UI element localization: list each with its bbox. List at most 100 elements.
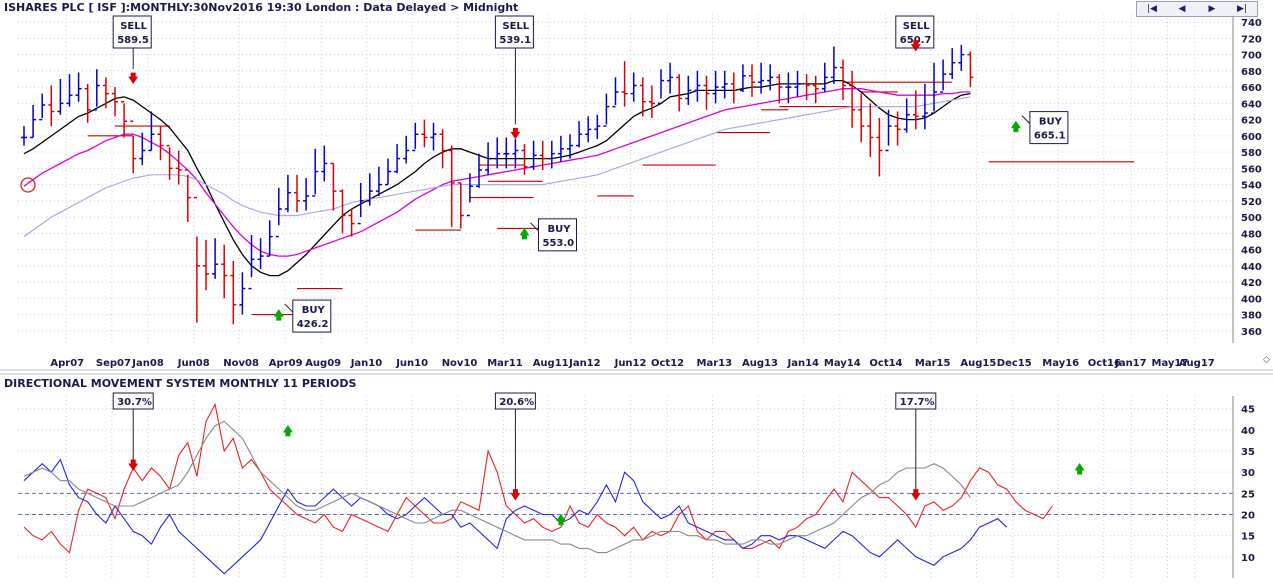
x-tick-label: Jun10 — [395, 358, 428, 369]
sell-label: SELL — [502, 21, 529, 32]
x-tick-label: Oct12 — [651, 358, 684, 369]
price-tick-label: 700 — [1241, 51, 1262, 62]
x-tick-label: Mar11 — [487, 358, 523, 369]
ma-long-line — [23, 96, 971, 238]
chart-title: ISHARES PLC [ ISF ]:MONTHLY:30Nov2016 19… — [4, 1, 518, 14]
x-tick-label: May14 — [824, 358, 861, 369]
x-tick-label: Aug17 — [1179, 358, 1215, 369]
prev-icon[interactable]: ◀ — [1178, 4, 1186, 14]
x-tick-label: Aug13 — [742, 358, 778, 369]
dms-title: DIRECTIONAL MOVEMENT SYSTEM MONTHLY 11 P… — [4, 377, 356, 390]
x-tick-label: Jan12 — [568, 358, 601, 369]
buy-box — [292, 299, 332, 333]
buy-label: BUY — [302, 305, 326, 316]
price-tick-label: 560 — [1241, 164, 1262, 175]
buy-leader-line — [1021, 115, 1031, 124]
x-tick-label: Jan14 — [787, 358, 820, 369]
price-tick-label: 720 — [1241, 34, 1262, 45]
dms-lines — [23, 402, 1053, 575]
x-tick-label: Jan10 — [350, 358, 383, 369]
price-tick-label: 600 — [1241, 132, 1262, 143]
sell-arrow-icon — [128, 72, 139, 85]
dms-tick-label: 20 — [1241, 511, 1255, 522]
x-tick-label: Jun12 — [614, 358, 647, 369]
price-tick-label: 620 — [1241, 116, 1262, 127]
dms-sell-arrow-icon — [128, 459, 139, 471]
x-tick-label: Aug15 — [960, 358, 996, 369]
x-tick-label: Oct16 — [1088, 358, 1121, 369]
x-tick-label: Oct14 — [869, 358, 902, 369]
dms-adx-line — [23, 420, 971, 554]
last-page-icon[interactable]: ▶| — [1237, 4, 1247, 14]
x-tick-label: Aug09 — [305, 358, 341, 369]
price-annotations: SELL589.5SELL539.1SELL650.7BUY426.2BUY55… — [112, 15, 1069, 333]
buy-leader-line — [284, 303, 294, 313]
zoom-scroll-icon[interactable]: ◇ — [1263, 355, 1270, 365]
dms-tick-label: 25 — [1241, 489, 1255, 500]
dms-minus-di-line — [23, 458, 1008, 575]
buy-leader-line — [530, 222, 539, 232]
dms-grid: 10 15 20 25 30 35 40 45 — [18, 396, 1255, 578]
dms-value-label: 17.7% — [900, 397, 935, 408]
dms-tick-label: 35 — [1241, 447, 1255, 458]
x-tick-label: Jan17 — [1114, 358, 1147, 369]
dms-value-box — [494, 392, 536, 410]
sell-price-label: 539.1 — [499, 35, 531, 46]
buy-price-label: 553.0 — [543, 238, 575, 249]
x-tick-label: Dec15 — [997, 358, 1032, 369]
x-tick-label: Jun08 — [177, 358, 210, 369]
x-tick-label: Apr09 — [269, 358, 303, 369]
dms-buy-arrow-icon — [1074, 463, 1085, 475]
dms-value-box — [112, 392, 154, 410]
dms-tick-label: 40 — [1241, 426, 1255, 437]
sell-arrow-icon — [910, 40, 921, 52]
x-tick-label: Jan08 — [131, 358, 164, 369]
x-tick-label: Aug11 — [533, 358, 569, 369]
price-tick-label: 640 — [1241, 99, 1262, 110]
dms-sell-arrow-icon — [910, 489, 921, 501]
navigation-controls: |◀ ◀ ▶ ▶| — [1136, 1, 1258, 17]
price-tick-label: 460 — [1241, 246, 1262, 257]
price-tick-label: 540 — [1241, 181, 1262, 192]
price-tick-label: 680 — [1241, 67, 1262, 78]
buy-arrow-icon — [273, 309, 284, 321]
price-tick-label: 660 — [1241, 83, 1262, 94]
dms-annotations: 30.7% 20.6% 17.7% — [112, 392, 1085, 526]
dms-tick-label: 10 — [1241, 553, 1255, 564]
price-tick-label: 440 — [1241, 262, 1262, 273]
x-tick-label: Nov10 — [442, 358, 478, 369]
price-tick-label: 480 — [1241, 229, 1262, 240]
sell-label: SELL — [120, 21, 147, 32]
dms-buy-arrow-icon — [555, 513, 566, 526]
buy-box — [538, 218, 577, 252]
sell-price-label: 589.5 — [117, 35, 149, 46]
x-tick-label: Apr07 — [50, 358, 84, 369]
x-tick-label: Mar15 — [915, 358, 951, 369]
price-tick-label: 420 — [1241, 278, 1262, 289]
price-tick-label: 400 — [1241, 294, 1262, 305]
dms-value-label: 30.7% — [117, 397, 152, 408]
dms-tick-label: 30 — [1241, 468, 1255, 479]
sell-box — [494, 15, 534, 49]
buy-price-label: 665.1 — [1034, 131, 1066, 142]
x-tick-label: May17 — [1152, 358, 1189, 369]
dms-tick-label: 45 — [1241, 405, 1255, 416]
dms-value-box — [895, 392, 937, 410]
dms-buy-arrow-icon — [282, 424, 293, 437]
price-tick-label: 740 — [1241, 18, 1262, 29]
price-tick-label: 580 — [1241, 148, 1262, 159]
dms-sell-arrow-icon — [510, 489, 521, 501]
sell-box — [112, 15, 152, 49]
buy-label: BUY — [1039, 117, 1063, 128]
next-icon[interactable]: ▶ — [1208, 4, 1216, 14]
buy-arrow-icon — [519, 227, 530, 240]
x-tick-label: May16 — [1042, 358, 1079, 369]
ma-mid-line — [23, 88, 971, 257]
dms-value-label: 20.6% — [499, 397, 534, 408]
first-page-icon[interactable]: |◀ — [1147, 4, 1157, 14]
buy-box — [1029, 111, 1069, 145]
buy-arrow-icon — [1010, 120, 1021, 133]
x-tick-label: Sep07 — [96, 358, 131, 369]
